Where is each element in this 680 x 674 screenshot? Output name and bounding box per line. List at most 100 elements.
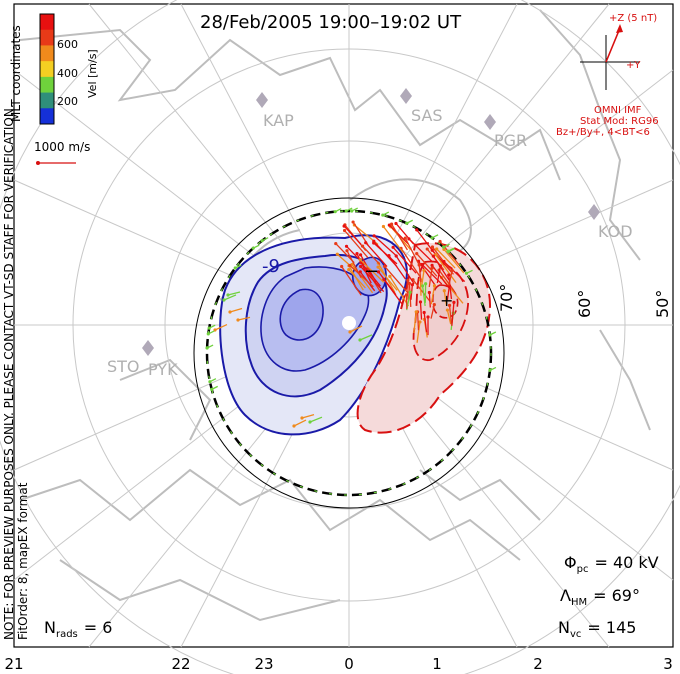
velocity-vector-origin xyxy=(442,259,446,264)
velocity-vectors xyxy=(205,207,497,428)
velocity-vector-origin xyxy=(210,387,214,391)
velocity-vector-origin xyxy=(432,303,436,307)
lower-latitude-boundary xyxy=(193,197,505,509)
velocity-vector-origin xyxy=(340,264,344,269)
velocity-vector-origin xyxy=(358,253,363,257)
velocity-vector-origin xyxy=(430,245,435,249)
velocity-vector-origin xyxy=(427,290,431,295)
velocity-vector-origin xyxy=(450,268,454,272)
station-marker xyxy=(484,114,496,130)
velocity-vector-origin xyxy=(376,270,381,274)
velocity-vector xyxy=(443,290,448,306)
velocity-vector-origin xyxy=(207,326,211,330)
velocity-vector-origin xyxy=(452,300,456,304)
velocity-vector-origin xyxy=(420,262,424,267)
station-label-sto: STO xyxy=(107,357,140,376)
velocity-vector xyxy=(436,265,442,284)
velocity-vector xyxy=(237,316,251,321)
velocity-vector xyxy=(359,334,373,341)
contour-label-negative: -9 xyxy=(262,256,280,277)
velocity-vector xyxy=(360,265,385,293)
velocity-vector-origin xyxy=(208,380,212,384)
velocity-vector-origin xyxy=(420,284,425,288)
mlt-coordinates-label: MLT coordinates xyxy=(9,25,23,122)
velocity-vector-origin xyxy=(355,252,359,256)
velocity-vector-origin xyxy=(488,333,492,337)
velocity-vector xyxy=(360,254,377,283)
velocity-vector xyxy=(421,264,443,285)
velocity-vector-origin xyxy=(251,246,255,250)
radar-stations xyxy=(142,88,600,356)
imf-panel: +Z (5 nT) +Y OMNI IMF Stat Mod: RG96 Bz+… xyxy=(556,13,659,138)
station-label-pyk: PYK xyxy=(148,360,178,379)
colorbar-segment xyxy=(40,92,54,109)
velocity-vector-origin xyxy=(364,241,368,245)
velocity-vector-origin xyxy=(426,315,430,319)
velocity-vector xyxy=(419,301,423,320)
velocity-vector-origin xyxy=(404,293,409,297)
velocity-vector-origin xyxy=(422,310,426,315)
velocity-vector-origin xyxy=(422,268,426,273)
velocity-vector xyxy=(439,241,460,266)
velocity-vector-origin xyxy=(446,249,450,253)
velocity-vector-origin xyxy=(430,263,434,267)
velocity-vector xyxy=(448,274,453,300)
velocity-vector-origin xyxy=(424,282,428,286)
colorbar-segment xyxy=(40,45,54,62)
velocity-vector-origin xyxy=(350,209,354,213)
velocity-vector xyxy=(348,265,364,291)
velocity-vector-origin xyxy=(342,228,347,233)
velocity-vector xyxy=(423,312,428,333)
velocity-vector-origin xyxy=(407,281,412,285)
velocity-vector-origin xyxy=(415,252,419,256)
boundary-vector-dots xyxy=(206,210,492,496)
velocity-vector-origin xyxy=(442,245,446,249)
potential-min-marker: − xyxy=(364,261,379,282)
station-marker xyxy=(256,92,268,108)
velocity-vector xyxy=(349,264,374,288)
colorbar-segment xyxy=(40,14,54,31)
velocity-vector-origin xyxy=(345,249,349,253)
station-label-kap: KAP xyxy=(263,111,294,130)
velocity-vector xyxy=(395,255,415,285)
phi-pc-stat: Φpc = 40 kV xyxy=(564,553,659,575)
mlt-tick-21: 21 xyxy=(4,655,23,673)
velocity-vector xyxy=(435,254,457,284)
velocity-vector xyxy=(389,276,410,307)
velocity-vector-origin xyxy=(348,330,352,334)
velocity-vector-origin xyxy=(438,239,442,244)
velocity-vector xyxy=(362,245,381,265)
velocity-vector xyxy=(360,261,381,287)
velocity-vector-origin xyxy=(408,290,412,294)
velocity-vector-origin xyxy=(233,266,237,270)
station-label-pgr: PGR xyxy=(494,131,527,150)
velocity-vector-origin xyxy=(418,320,422,324)
velocity-vector xyxy=(443,248,465,274)
velocity-vector-origin xyxy=(308,420,312,424)
colorbar-segment xyxy=(40,108,54,125)
velocity-vector xyxy=(359,259,385,283)
velocity-vector xyxy=(352,221,369,246)
velocity-vector-origin xyxy=(334,241,338,246)
mlt-tick-2: 2 xyxy=(533,655,543,673)
velocity-vector xyxy=(349,325,363,333)
velocity-scale-label: 1000 m/s xyxy=(34,140,90,154)
velocity-vector-origin xyxy=(376,265,380,269)
velocity-vector xyxy=(436,248,456,269)
velocity-vector-origin xyxy=(389,222,394,226)
velocity-vector-origin xyxy=(206,332,210,336)
velocity-vector-origin xyxy=(442,289,446,293)
velocity-vector xyxy=(446,285,451,301)
colorbar-segment xyxy=(40,76,54,94)
latitude-label-50: 50° xyxy=(653,290,672,318)
velocity-vector-origin xyxy=(415,228,419,232)
velocity-vector xyxy=(432,255,450,281)
imf-condition: Bz+/By+, 4<BT<6 xyxy=(556,127,650,138)
velocity-vector xyxy=(377,271,397,296)
velocity-vector xyxy=(431,264,451,290)
velocity-vector xyxy=(344,230,369,258)
mlt-tick-23: 23 xyxy=(254,655,273,673)
mlt-tick-3: 3 xyxy=(663,655,673,673)
colorbar-frame xyxy=(39,13,55,125)
velocity-vector xyxy=(382,226,404,253)
